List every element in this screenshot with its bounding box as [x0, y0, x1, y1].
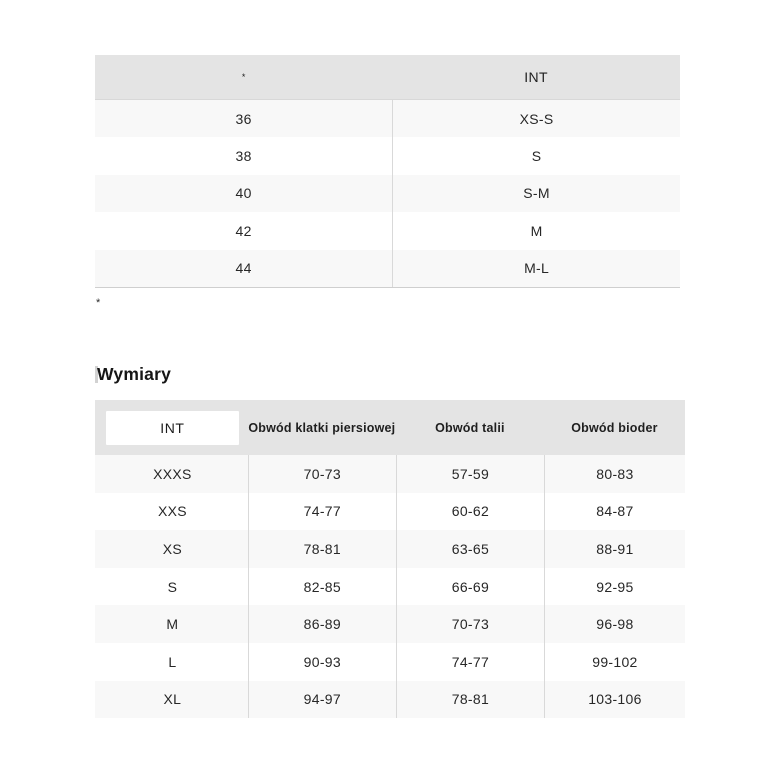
- conversion-table-header-row: * INT: [95, 55, 680, 100]
- cell-hips: 84-87: [543, 492, 685, 531]
- text-cursor: [95, 366, 98, 383]
- size-conversion-table: * INT 36 XS-S 38 S 40 S-M 42 M 44 M-L: [95, 55, 680, 288]
- table-row: 42 M: [95, 212, 680, 250]
- cell-chest: 82-85: [247, 567, 396, 606]
- cell-size: XXXS: [153, 465, 192, 482]
- column-header-chest: Obwód klatki piersiowej: [248, 420, 396, 435]
- cell-waist: 66-69: [395, 567, 544, 606]
- cell-local-size: 42: [235, 222, 252, 239]
- cell-int-size: M: [392, 212, 680, 250]
- cell-waist: 60-62: [395, 492, 544, 531]
- cell-hips: 96-98: [543, 605, 685, 643]
- cell-size: XS: [162, 540, 183, 557]
- table-row: XXXS 70-73 57-59 80-83: [95, 455, 685, 493]
- cell-size: L: [168, 653, 177, 670]
- table-row: L 90-93 74-77 99-102: [95, 642, 685, 681]
- cell-chest: 94-97: [247, 680, 396, 719]
- conversion-header-region: *: [241, 72, 246, 82]
- table-row: XL 94-97 78-81 103-106: [95, 680, 685, 719]
- cell-hips: 92-95: [543, 567, 685, 606]
- cell-hips: 88-91: [543, 530, 685, 568]
- cell-hips: 99-102: [543, 642, 685, 681]
- column-header-waist: Obwód talii: [435, 420, 505, 435]
- cell-size: XXS: [157, 503, 187, 520]
- cell-size: M: [166, 616, 179, 633]
- table-row: XS 78-81 63-65 88-91: [95, 530, 685, 568]
- table-row: 44 M-L: [95, 249, 680, 287]
- section-title-wrap: Wymiary: [95, 364, 171, 385]
- footnote-marker: *: [96, 297, 101, 309]
- table-row: 38 S: [95, 137, 680, 175]
- cell-int-size: S: [392, 137, 680, 175]
- cell-local-size: 40: [235, 185, 252, 202]
- cell-waist: 74-77: [395, 642, 544, 681]
- cell-local-size: 36: [235, 110, 252, 127]
- cell-int-size: M-L: [392, 249, 680, 287]
- table-row: 36 XS-S: [95, 100, 680, 138]
- cell-local-size: 38: [235, 148, 252, 165]
- cell-chest: 70-73: [247, 455, 396, 493]
- cell-waist: 57-59: [395, 455, 544, 493]
- cell-size: S: [167, 578, 178, 595]
- table-row: XXS 74-77 60-62 84-87: [95, 492, 685, 531]
- cell-int-size: S-M: [392, 174, 680, 213]
- cell-hips: 103-106: [543, 680, 685, 719]
- unit-toggle-int-button[interactable]: INT: [106, 410, 239, 445]
- conversion-header-int: INT: [524, 69, 548, 85]
- cell-chest: 78-81: [247, 530, 396, 568]
- cell-hips: 80-83: [543, 455, 685, 493]
- cell-chest: 74-77: [247, 492, 396, 531]
- cell-chest: 90-93: [247, 642, 396, 681]
- cell-waist: 70-73: [395, 605, 544, 643]
- cell-int-size: XS-S: [392, 100, 680, 138]
- table-row: 40 S-M: [95, 174, 680, 213]
- cell-size: XL: [163, 691, 182, 708]
- cell-waist: 63-65: [395, 530, 544, 568]
- measurements-table: INT Obwód klatki piersiowej Obwód talii …: [95, 400, 685, 719]
- column-header-hips: Obwód bioder: [571, 420, 658, 435]
- table-row: M 86-89 70-73 96-98: [95, 605, 685, 643]
- page-title: Wymiary: [97, 364, 172, 384]
- cell-chest: 86-89: [247, 605, 396, 643]
- cell-waist: 78-81: [395, 680, 544, 719]
- cell-local-size: 44: [235, 260, 252, 277]
- table-row: S 82-85 66-69 92-95: [95, 567, 685, 606]
- measurements-header-row: INT Obwód klatki piersiowej Obwód talii …: [95, 400, 685, 455]
- unit-selector-cell: INT: [95, 400, 248, 455]
